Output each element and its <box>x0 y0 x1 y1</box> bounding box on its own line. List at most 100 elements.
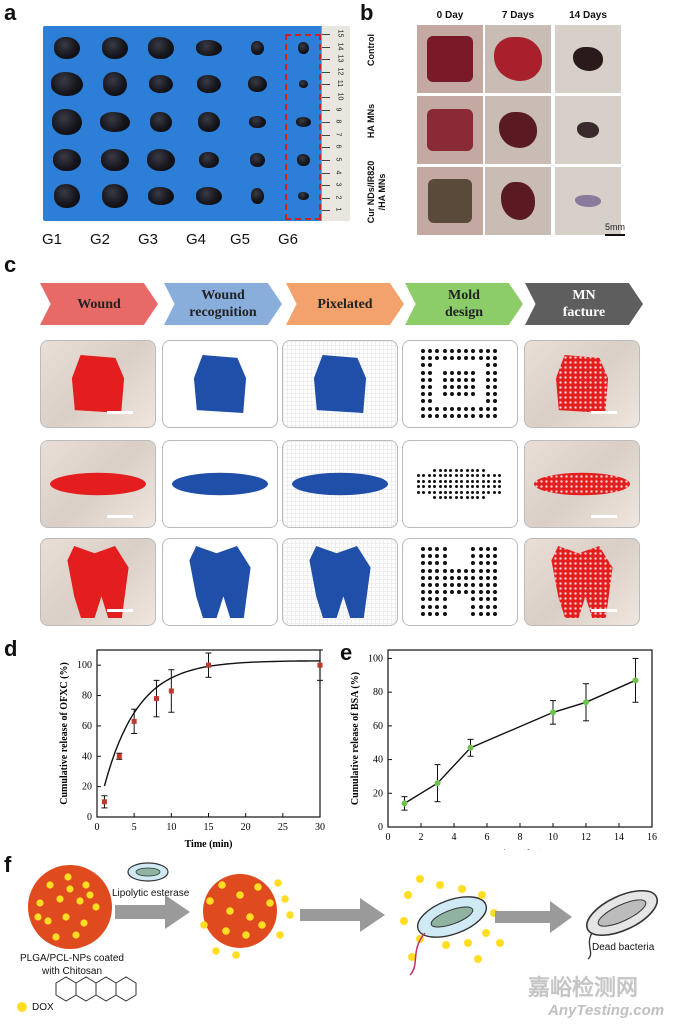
dox-legend-label: DOX <box>32 1002 54 1013</box>
data-point <box>317 662 323 668</box>
mold-hole <box>442 385 447 389</box>
ruler-tick <box>322 160 330 161</box>
mold-hole <box>460 469 464 472</box>
dox-particle <box>72 931 80 939</box>
mold-hole <box>428 583 433 587</box>
mold-hole <box>478 597 483 602</box>
mold-hole <box>457 392 461 397</box>
data-point <box>467 744 474 751</box>
mold-hole <box>471 474 474 478</box>
panel-c-letter: c <box>4 252 17 277</box>
mold-hole <box>444 479 447 483</box>
panel-b-letter: b <box>360 0 374 25</box>
mold-hole <box>435 349 440 353</box>
step-label: Wound <box>77 296 121 313</box>
dox-particle <box>34 913 42 921</box>
mold-hole <box>493 597 497 602</box>
mold-hole <box>442 554 447 559</box>
step-label: MN facture <box>563 287 606 321</box>
mold-hole <box>464 406 469 411</box>
nanoparticle <box>28 865 112 949</box>
data-point <box>434 780 441 787</box>
mold-hole <box>498 474 501 478</box>
mold-hole <box>464 590 469 595</box>
dead-bacteria-label: Dead bacteria <box>592 942 655 953</box>
tumor <box>102 184 128 208</box>
mold-hole <box>442 349 447 353</box>
dox-particle <box>64 873 72 881</box>
mold-hole <box>493 568 497 573</box>
mold-hole <box>422 479 426 483</box>
mold-hole <box>464 575 469 580</box>
mold-hole <box>493 406 497 411</box>
dox-particle <box>206 897 214 905</box>
mold-hole <box>421 568 425 573</box>
dox-particle <box>478 891 486 899</box>
tumor <box>149 75 173 93</box>
treatment-row-label: Cur NDs/IR820/HA MNs <box>366 157 387 227</box>
mold-hole <box>465 474 469 478</box>
step-arrow-pixelated: Pixelated <box>286 283 404 325</box>
mold-hole <box>449 485 453 489</box>
ruler-tick <box>322 197 330 199</box>
wound-photo <box>417 167 483 235</box>
mold-hole <box>493 583 497 587</box>
mold-hole <box>442 547 447 551</box>
scale-bar <box>591 411 617 414</box>
scale-bar <box>107 515 133 518</box>
mold-hole <box>493 399 497 404</box>
y-tick-label: 0 <box>378 822 383 833</box>
ruler-tick <box>322 210 330 212</box>
mold-hole <box>457 590 461 595</box>
process-cell <box>162 340 278 428</box>
mold-hole <box>498 479 501 483</box>
mold-hole <box>454 485 458 489</box>
process-cell <box>40 538 156 626</box>
dox-particle <box>62 913 70 921</box>
bacterium-with-dox <box>400 875 504 976</box>
mold-hole <box>417 479 420 483</box>
y-axis-label: Cumulative release of OFXC (%) <box>59 662 70 805</box>
wound-photo <box>485 167 551 235</box>
mold-hole <box>493 349 497 353</box>
panel-d-letter: d <box>4 636 18 661</box>
wound-mask <box>193 355 247 413</box>
ruler-number: 2 <box>334 195 342 200</box>
dox-particle <box>258 921 266 929</box>
mold-hole <box>481 490 485 494</box>
mold-hole <box>442 575 447 580</box>
mold-hole <box>449 406 454 411</box>
dox-structure <box>55 976 137 1002</box>
mold-hole <box>460 485 464 489</box>
mold-hole <box>449 590 454 595</box>
process-cell <box>402 538 518 626</box>
mold-hole <box>485 561 490 566</box>
mold-hole <box>421 370 425 375</box>
tumor <box>297 192 309 200</box>
mold-hole <box>481 469 485 472</box>
mold-hole <box>421 413 425 418</box>
mold-hole <box>421 583 425 587</box>
tumor <box>297 42 309 54</box>
tumor <box>249 153 265 167</box>
y-tick-label: 40 <box>82 751 92 762</box>
step-arrow-wound: Wound <box>40 283 158 325</box>
mold-hole <box>428 406 433 411</box>
mold-hole <box>493 611 497 616</box>
mold-hole <box>442 590 447 595</box>
ruler-tick <box>322 109 330 111</box>
mold-hole <box>493 561 497 566</box>
mold-hole <box>485 377 490 382</box>
x-tick-label: 25 <box>278 822 288 833</box>
mold-hole <box>464 413 469 418</box>
process-cell <box>282 440 398 528</box>
mold-hole <box>471 490 474 494</box>
tumor <box>103 72 127 96</box>
step-label-line2: facture <box>562 305 606 320</box>
mold-hole <box>478 583 483 587</box>
mold-hole <box>428 349 433 353</box>
wound-photo <box>485 25 551 93</box>
mold-hole <box>421 399 425 404</box>
dox-particle <box>218 881 226 889</box>
ruler-number: 5 <box>334 157 342 162</box>
